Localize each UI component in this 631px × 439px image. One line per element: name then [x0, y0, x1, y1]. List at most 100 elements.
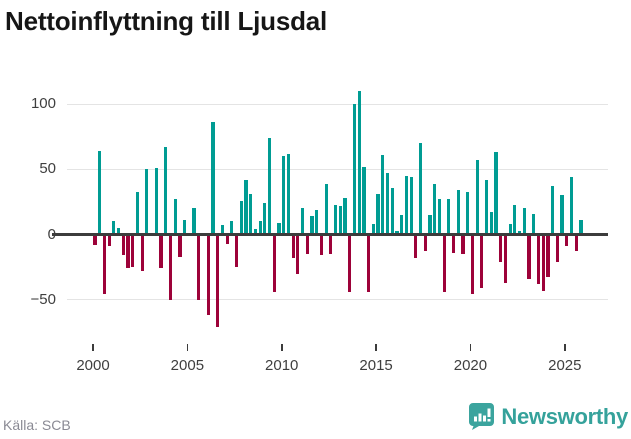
- bar-2018Q1: [433, 183, 437, 235]
- x-axis-label-2005: 2005: [170, 357, 205, 374]
- bar-2003Q3: [159, 234, 163, 269]
- bar-2010Q4: [296, 234, 300, 274]
- bar-2000Q1: [93, 234, 97, 245]
- bar-2003Q4: [164, 147, 168, 235]
- x-axis-label-2015: 2015: [359, 357, 393, 374]
- bar-2011Q3: [310, 216, 314, 235]
- bar-2004Q2: [173, 199, 177, 235]
- newsworthy-icon: [469, 403, 495, 430]
- x-tick-2020: [469, 344, 472, 351]
- x-axis-label-2020: 2020: [453, 357, 488, 374]
- bar-2025Q4: [579, 220, 583, 235]
- bar-2007Q3: [234, 234, 239, 268]
- bar-2013Q3: [348, 234, 352, 292]
- bar-2019Q2: [456, 190, 460, 235]
- bar-2016Q2: [400, 214, 404, 235]
- bar-2000Q4: [107, 234, 111, 247]
- bar-2021Q1: [489, 212, 493, 235]
- x-tick-2025: [564, 344, 566, 351]
- bar-2025Q1: [565, 234, 569, 247]
- bar-2022Q4: [522, 208, 526, 235]
- bar-2023Q2: [532, 213, 536, 235]
- bar-2025Q2: [569, 177, 574, 235]
- bar-2017Q4: [428, 214, 432, 235]
- bar-2008Q3: [253, 229, 257, 235]
- bar-2010Q2: [286, 153, 291, 235]
- bar-2015Q1: [376, 194, 380, 235]
- bar-2020Q2: [475, 160, 479, 235]
- bar-2005Q3: [197, 234, 201, 300]
- bar-2012Q3: [329, 234, 333, 255]
- bar-2001Q3: [121, 234, 125, 256]
- bar-2000Q3: [102, 234, 107, 295]
- source-label: Källa: SCB: [3, 417, 71, 433]
- x-tick-2000: [92, 344, 94, 351]
- bar-2017Q3: [423, 234, 427, 252]
- bar-2024Q3: [555, 234, 559, 262]
- bar-2011Q4: [315, 209, 319, 235]
- x-tick-2015: [375, 344, 377, 351]
- bar-2024Q4: [560, 195, 564, 235]
- bar-2013Q2: [343, 198, 347, 235]
- bar-2007Q2: [230, 221, 234, 235]
- bar-2012Q2: [324, 183, 328, 235]
- bar-2006Q4: [220, 225, 224, 235]
- bar-2001Q1: [112, 221, 116, 235]
- bar-2021Q3: [499, 234, 503, 262]
- x-axis-label-2025: 2025: [548, 357, 582, 374]
- bar-2025Q3: [574, 234, 578, 252]
- bar-2016Q1: [395, 230, 399, 235]
- bar-2008Q2: [249, 194, 253, 235]
- bar-2021Q4: [503, 234, 508, 283]
- bar-2018Q2: [437, 199, 441, 235]
- x-tick-2010: [280, 344, 283, 351]
- bar-2004Q4: [183, 220, 187, 235]
- gridline-100: [67, 103, 608, 105]
- bar-2017Q2: [418, 143, 423, 235]
- bar-2002Q4: [145, 169, 149, 235]
- bar-2005Q2: [192, 208, 196, 235]
- bar-2009Q1: [263, 203, 267, 235]
- bar-2013Q4: [352, 104, 357, 235]
- bar-2021Q2: [494, 152, 498, 235]
- bar-2002Q3: [140, 234, 144, 271]
- newsworthy-logo[interactable]: Newsworthy: [469, 403, 628, 430]
- zero-line: [52, 233, 608, 236]
- y-axis-label-50: 50: [39, 160, 56, 178]
- bar-2012Q1: [319, 234, 324, 256]
- bar-2022Q2: [513, 204, 517, 235]
- x-axis-label-2010: 2010: [265, 357, 299, 374]
- bar-2001Q4: [126, 234, 130, 269]
- bar-2000Q2: [98, 151, 102, 235]
- chart-title: Nettoinflyttning till Ljusdal: [5, 6, 328, 36]
- bar-2001Q2: [116, 227, 121, 235]
- bar-2014Q1: [357, 91, 361, 235]
- y-axis-label--50: −50: [30, 290, 56, 308]
- bar-2020Q3: [480, 234, 484, 288]
- bar-2004Q1: [168, 234, 173, 300]
- bar-2023Q4: [541, 234, 545, 291]
- bar-2019Q3: [461, 234, 465, 255]
- bar-2019Q4: [466, 191, 470, 235]
- bar-2023Q3: [536, 234, 541, 284]
- bar-2014Q4: [371, 224, 375, 235]
- bar-2016Q3: [404, 175, 408, 235]
- bar-2008Q4: [258, 221, 262, 235]
- bar-2002Q2: [135, 191, 140, 235]
- bar-2015Q4: [390, 187, 394, 235]
- bar-2023Q1: [527, 234, 531, 279]
- bar-2009Q3: [272, 234, 276, 292]
- bar-2017Q1: [414, 234, 418, 258]
- bar-2020Q1: [470, 234, 475, 295]
- bar-2002Q1: [131, 234, 135, 268]
- bar-2013Q1: [338, 205, 342, 235]
- bar-2010Q3: [291, 234, 295, 258]
- bar-2019Q1: [451, 234, 456, 253]
- bar-2022Q1: [508, 224, 512, 235]
- bar-2007Q4: [239, 200, 243, 235]
- bar-2006Q3: [216, 234, 220, 327]
- bar-2014Q3: [367, 234, 371, 292]
- gridline-50: [67, 168, 608, 171]
- x-axis-label-2000: 2000: [76, 357, 110, 374]
